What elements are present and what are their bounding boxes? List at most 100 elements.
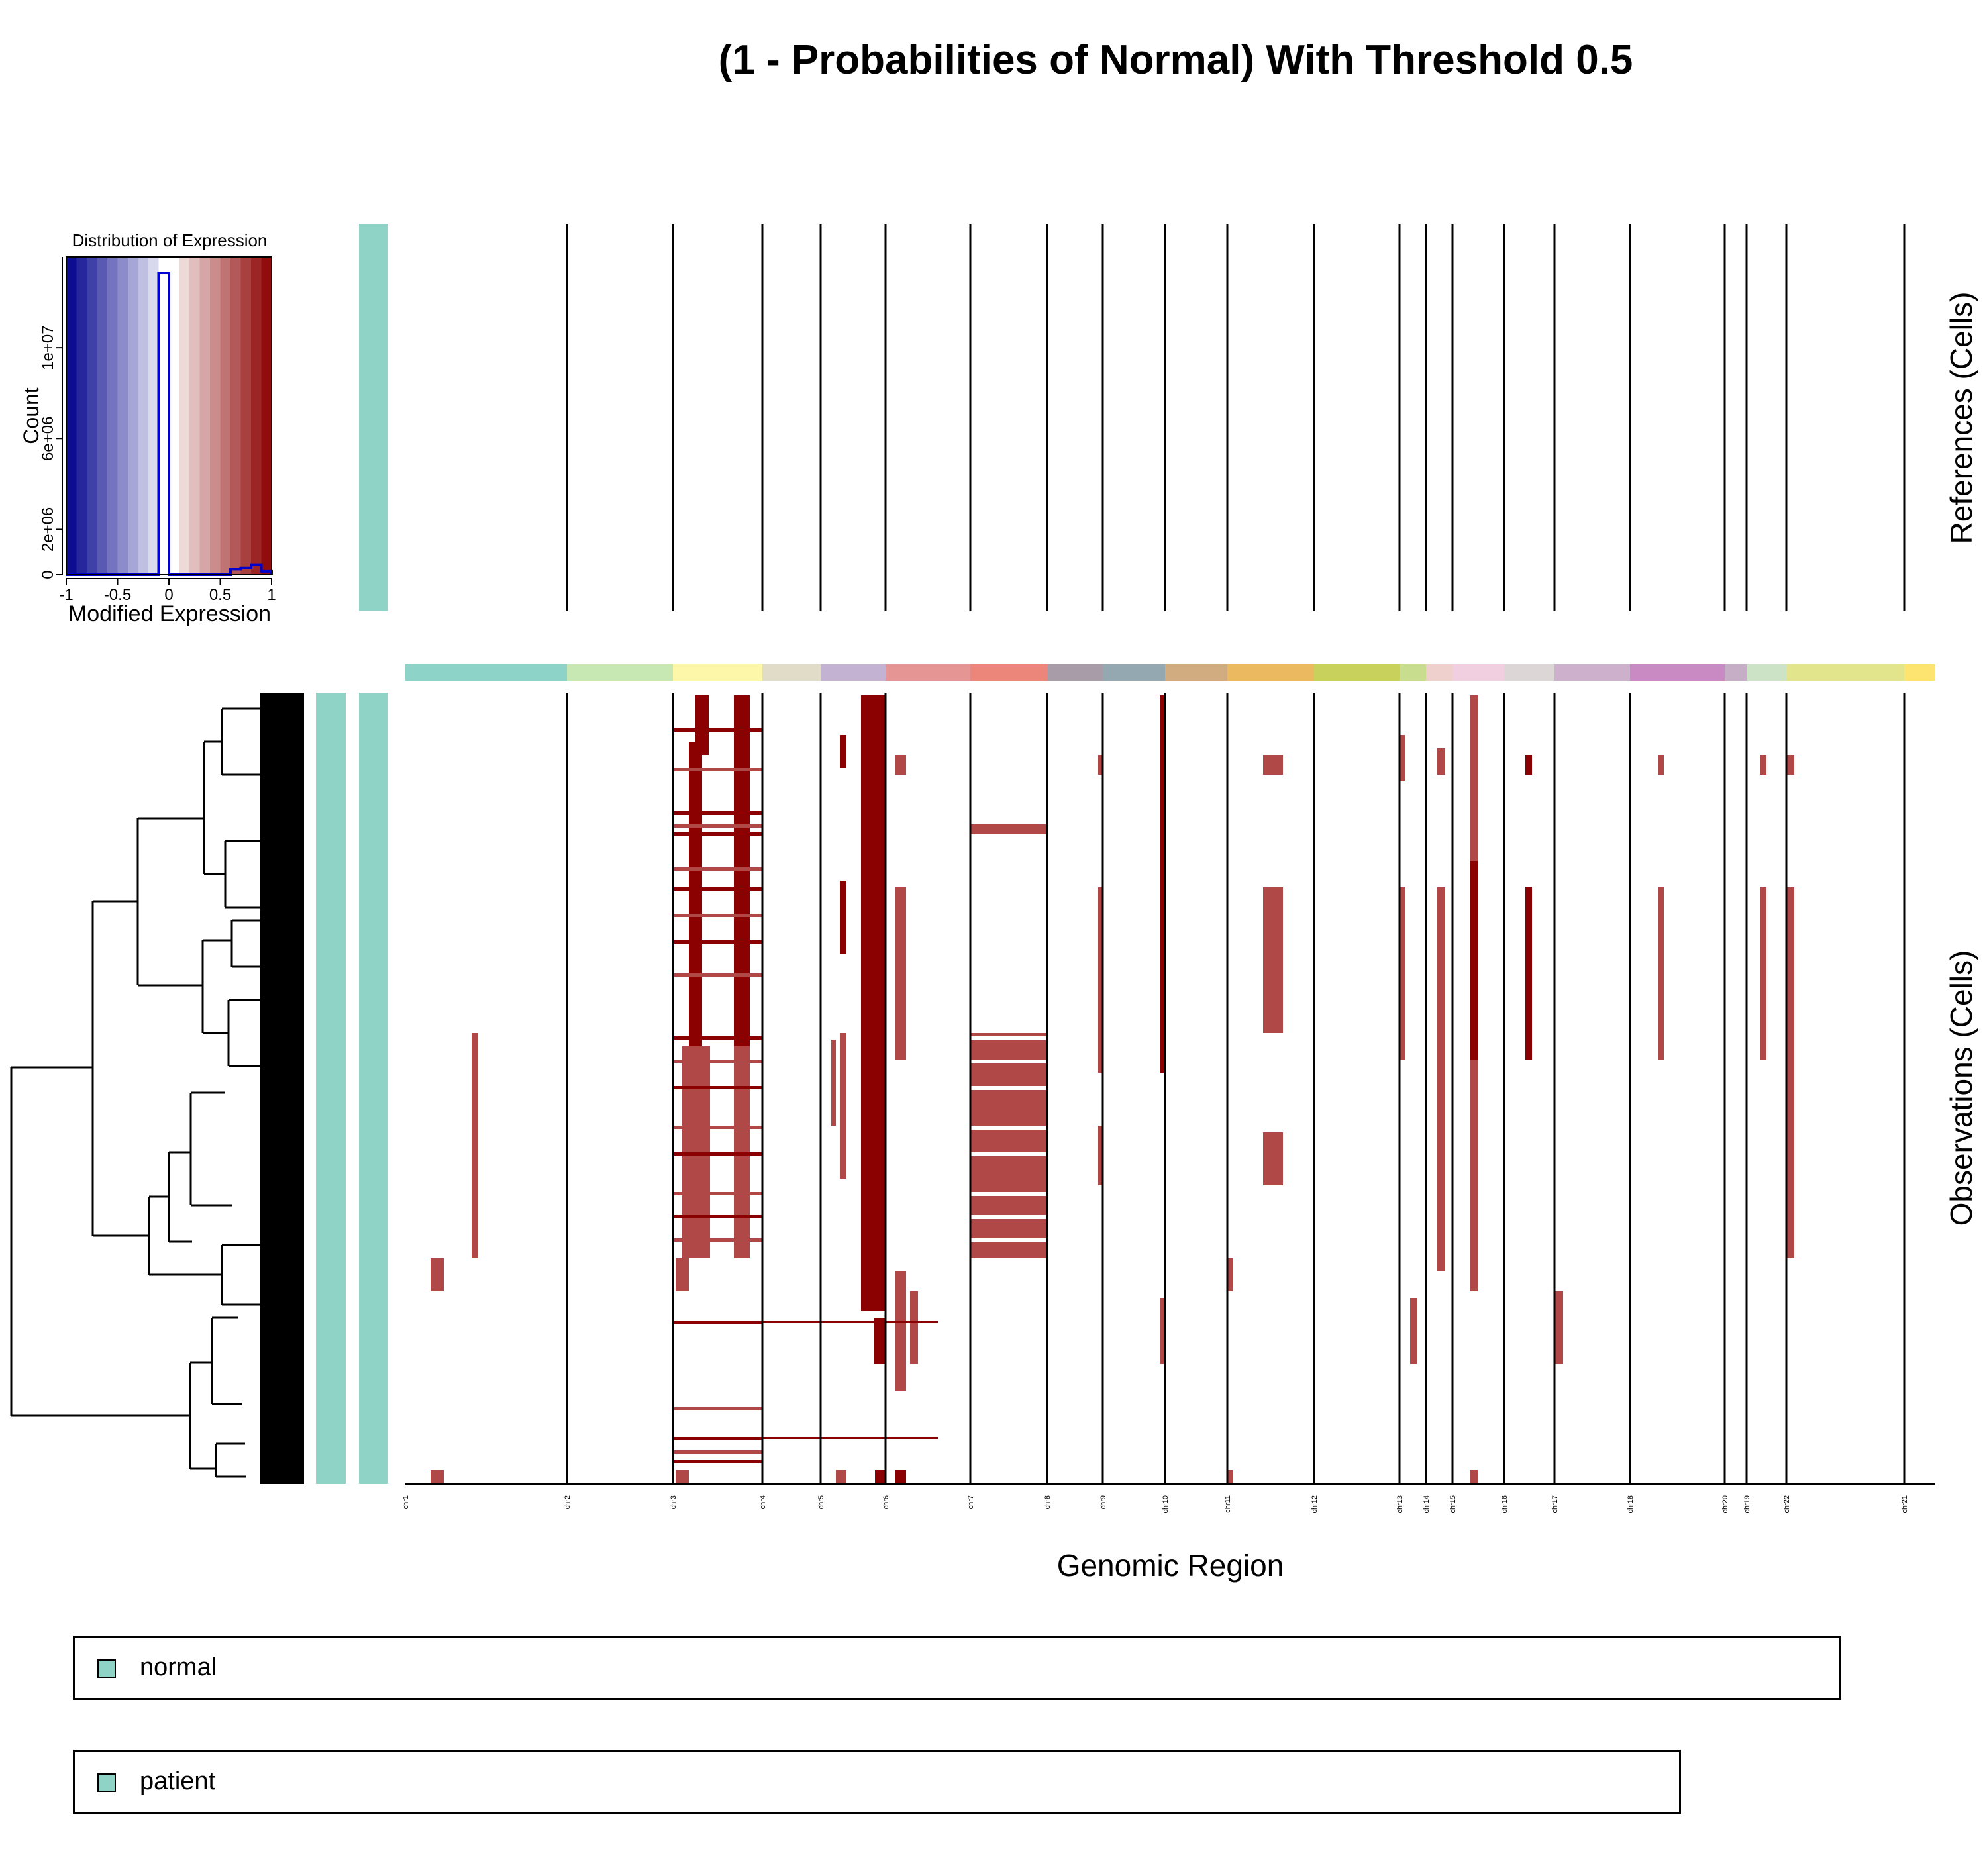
chromosome-bar-chr13 (1400, 664, 1426, 681)
gain-streak (673, 973, 762, 977)
x-axis-label: Genomic Region (1057, 1548, 1284, 1583)
dendrogram-leaves (260, 693, 304, 1484)
chromosome-label-chr16: chr16 (1501, 1495, 1509, 1514)
gain-gap (970, 1126, 1047, 1130)
gain-streak (673, 1060, 762, 1063)
gain-streak (673, 728, 762, 732)
chromosome-bar-chr15 (1452, 664, 1504, 681)
gain-block (676, 1258, 689, 1291)
gain-block (1786, 887, 1794, 1258)
color-key-band-0 (66, 257, 77, 575)
gain-streak (673, 940, 762, 944)
gain-streak (673, 1450, 762, 1454)
gain-block (970, 1033, 1047, 1258)
color-key-band-11 (179, 257, 190, 575)
gain-streak (673, 824, 762, 828)
legend-normal: normal (73, 1636, 1841, 1700)
inset-x-ticks: -1 -0.5 0 0.5 1 (59, 579, 276, 604)
gain-block (1786, 755, 1794, 775)
gain-block (840, 735, 846, 768)
gain-block (895, 755, 906, 775)
chromosome-boundaries (566, 224, 1906, 1484)
chromosome-bar-chr7 (970, 664, 1047, 681)
gain-block (1227, 1470, 1233, 1484)
chromosome-label-chr4: chr4 (759, 1495, 767, 1509)
gain-block (1658, 887, 1664, 1060)
chromosome-label-chr2: chr2 (564, 1495, 572, 1509)
gain-streak (673, 867, 762, 871)
gain-block (1098, 755, 1103, 775)
chromosome-bar-chr17 (1554, 664, 1630, 681)
color-key-band-19 (261, 257, 272, 575)
color-key-band-1 (76, 257, 87, 575)
gain-block (1410, 1298, 1417, 1364)
gain-block (695, 695, 709, 755)
gain-block (1160, 695, 1165, 1073)
inset-x-tick-label: -1 (59, 586, 73, 604)
legend-patient: patient (73, 1750, 1681, 1814)
inset-frame (66, 256, 272, 575)
color-key-band-2 (87, 257, 97, 575)
gain-block (1470, 861, 1478, 1060)
gain-block (895, 1470, 906, 1484)
chromosome-label-chr19: chr19 (1743, 1495, 1751, 1514)
inset-y-tick-label: 2e+06 (39, 507, 57, 552)
gain-streak (673, 832, 762, 836)
gain-block (1525, 755, 1532, 775)
chromosome-label-chr1: chr1 (402, 1495, 410, 1509)
chromosome-bar-chr21 (1904, 664, 1935, 681)
gain-block (895, 1271, 906, 1391)
gain-gap (970, 1036, 1047, 1040)
color-key-band-7 (138, 257, 149, 575)
chromosome-bar-chr4 (762, 664, 821, 681)
chromosome-label-chr21: chr21 (1901, 1495, 1909, 1514)
chromosome-label-chr9: chr9 (1099, 1495, 1107, 1509)
chromosome-label-chr14: chr14 (1423, 1495, 1431, 1514)
gain-block (861, 695, 886, 1311)
gain-streak (673, 1192, 762, 1195)
gain-block (1658, 755, 1664, 775)
color-key-band-15 (220, 257, 231, 575)
gain-block (1400, 735, 1405, 781)
gain-gap (970, 1060, 1047, 1063)
chromosome-bar-chr12 (1314, 664, 1400, 681)
gain-streak (673, 1126, 762, 1129)
color-key-band-9 (158, 257, 170, 575)
color-key-band-18 (251, 257, 262, 575)
chromosome-label-chr6: chr6 (882, 1495, 890, 1509)
reference-annotation-bar (359, 224, 388, 611)
gain-block (1470, 1470, 1478, 1484)
chromosome-bar-chr19 (1747, 664, 1786, 681)
gain-block (836, 1470, 846, 1484)
gain-streak (673, 1407, 762, 1410)
chromosome-labels: chr1 chr2 chr3 chr4 chr5 chr6 chr7 chr8 chr9 chr1… (402, 1495, 1909, 1514)
dendrogram (10, 693, 304, 1484)
inset-y-tick-label: 6e+06 (39, 417, 57, 461)
inset-y-tick-label: 0 (39, 570, 57, 579)
chromosome-bar-chr14 (1426, 664, 1452, 681)
chromosome-bar-chr16 (1504, 664, 1554, 681)
chromosome-label-chr18: chr18 (1627, 1495, 1635, 1514)
legend-swatch-normal (97, 1659, 116, 1678)
gain-streak (673, 1086, 762, 1089)
chromosome-label-chr12: chr12 (1311, 1495, 1319, 1514)
gain-streak (673, 1460, 762, 1463)
chromosome-label-chr22: chr22 (1783, 1495, 1791, 1514)
gain-streak (673, 1321, 938, 1323)
inset-y-ticks: 0 2e+06 6e+06 1e+07 (39, 325, 62, 579)
color-key-band-4 (107, 257, 118, 575)
gain-streak (673, 1437, 938, 1439)
chromosome-bar-chr9 (1103, 664, 1165, 681)
chromosome-label-chr10: chr10 (1162, 1495, 1170, 1514)
gain-block (1760, 887, 1766, 1060)
gain-streak (673, 887, 762, 891)
gain-gap (970, 1192, 1047, 1196)
references-label: References (Cells) (1944, 292, 1978, 544)
observation-annotation-bar-2 (359, 693, 388, 1484)
gain-block (1098, 887, 1103, 1073)
gain-block (970, 824, 1047, 834)
chromosome-label-chr13: chr13 (1396, 1495, 1404, 1514)
chromosome-label-chr7: chr7 (967, 1495, 975, 1509)
expression-distribution-inset: -1 -0.5 0 0.5 1 0 2e+06 6e+06 1e+07 Distributio… (19, 230, 276, 626)
